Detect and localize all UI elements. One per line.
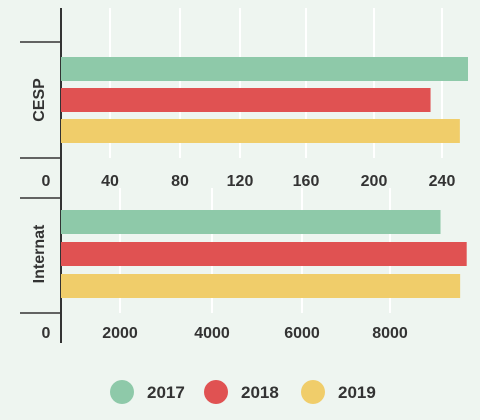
legend-label-2018: 2018	[241, 383, 279, 402]
tick-label-cesp-40: 40	[101, 173, 119, 190]
tick-label-internat-0: 0	[42, 325, 51, 342]
tick-label-internat-2000: 2000	[102, 325, 138, 342]
bar-cesp-2018	[61, 88, 431, 112]
tick-label-cesp-80: 80	[171, 173, 189, 190]
bar-internat-2019	[61, 274, 461, 298]
legend-item-2017: 2017	[110, 380, 185, 404]
tick-label-internat-8000: 8000	[372, 325, 408, 342]
legend-swatch-2018	[204, 380, 228, 404]
legend-label-2017: 2017	[147, 383, 185, 402]
legend-item-2019: 2019	[301, 380, 376, 404]
tick-label-cesp-160: 160	[293, 173, 320, 190]
chart-panels: CESP 0 40 80 120 160 200 240 Internat 0 2000 4000 60…	[20, 8, 468, 343]
bar-internat-2018	[61, 242, 467, 266]
tick-label-cesp-120: 120	[227, 173, 254, 190]
legend-label-2019: 2019	[338, 383, 376, 402]
tick-label-cesp-0: 0	[42, 173, 51, 190]
tick-label-internat-6000: 6000	[284, 325, 320, 342]
legend-swatch-2017	[110, 380, 134, 404]
legend-swatch-2019	[301, 380, 325, 404]
panel-internat: Internat 0 2000 4000 6000 8000	[20, 188, 467, 343]
category-label-internat: Internat	[31, 224, 48, 283]
tick-label-internat-4000: 4000	[194, 325, 230, 342]
category-label-cesp: CESP	[31, 78, 48, 122]
legend-item-2018: 2018	[204, 380, 279, 404]
bar-internat-2017	[61, 210, 441, 234]
tick-label-cesp-240: 240	[429, 173, 456, 190]
legend: 2017 2018 2019	[110, 380, 376, 404]
bar-cesp-2019	[61, 119, 460, 143]
bar-cesp-2017	[61, 57, 468, 81]
tick-label-cesp-200: 200	[361, 173, 388, 190]
panel-cesp: CESP 0 40 80 120 160 200 240	[20, 8, 468, 190]
